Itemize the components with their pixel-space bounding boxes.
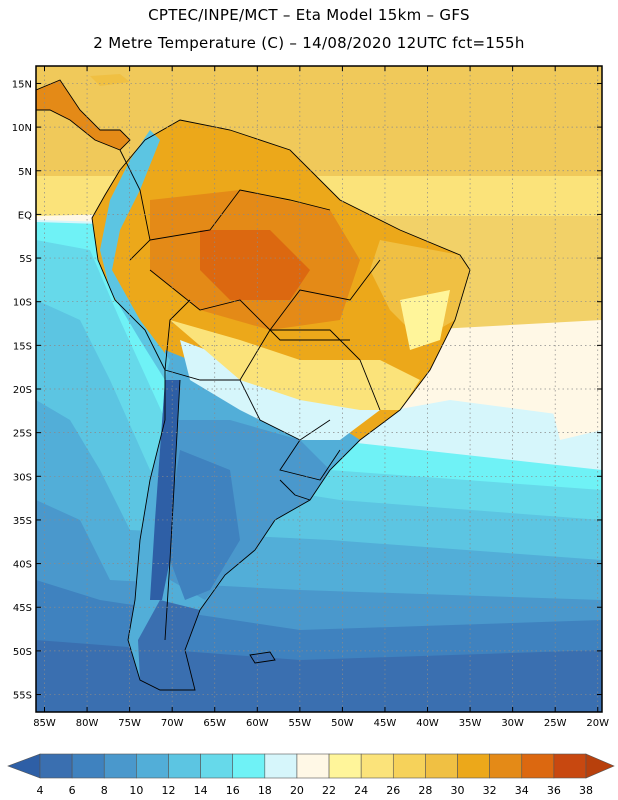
latitude-labels: 15N 10N 5N EQ 5S 10S 15S 20S 25S 30S 35S 40S 45S 50S 5… (12, 79, 32, 701)
colorbar-label: 22 (322, 784, 336, 797)
colorbar-label: 16 (226, 784, 240, 797)
lon-label: 80W (76, 718, 99, 729)
colorbar-swatch (553, 753, 587, 779)
colorbar-label: 26 (386, 784, 400, 797)
lon-label: 25W (544, 718, 567, 729)
lat-label: 40S (13, 560, 32, 571)
colorbar-swatch (521, 753, 555, 779)
coastlines-borders (36, 79, 471, 691)
lon-label: 45W (374, 718, 397, 729)
lon-label: 70W (161, 718, 184, 729)
colorbar-swatch (489, 753, 523, 779)
colorbar-label: 18 (258, 784, 272, 797)
colorbar-swatch (71, 753, 105, 779)
colorbar-swatch (360, 753, 394, 779)
lon-label: 55W (289, 718, 312, 729)
longitude-labels: 85W 80W 75W 70W 65W 60W 55W 50W 45W 40W 35W 30W 25W 2… (33, 718, 609, 729)
lon-label: 50W (331, 718, 354, 729)
lon-label: 75W (118, 718, 141, 729)
colorbar-swatch (457, 753, 490, 779)
axis-ticks (36, 66, 602, 712)
colorbar-label: 20 (290, 784, 304, 797)
colorbar-label: 30 (451, 784, 465, 797)
lon-label: 30W (501, 718, 524, 729)
colorbar-swatch (136, 753, 169, 779)
lon-label: 40W (416, 718, 439, 729)
lat-label: 15N (12, 79, 32, 90)
colorbar-swatch (103, 753, 137, 779)
lon-label: 35W (459, 718, 482, 729)
colorbar-swatch (328, 753, 362, 779)
colorbar-swatch (232, 753, 266, 779)
lat-label: 20S (13, 385, 32, 396)
colorbar-swatch (200, 753, 234, 779)
colorbar-swatch (168, 753, 201, 779)
lat-label: 30S (13, 472, 32, 483)
colorbar-label: 32 (483, 784, 497, 797)
colorbar-label: 10 (129, 784, 143, 797)
colorbar-label: 6 (69, 784, 76, 797)
lat-label: 55S (13, 691, 32, 702)
lat-label: 5N (18, 167, 32, 178)
lat-label: 35S (13, 516, 32, 527)
colorbar-label: 8 (101, 784, 108, 797)
lon-label: 60W (246, 718, 269, 729)
colorbar-label: 12 (161, 784, 175, 797)
colorbar-low-arrow (7, 753, 41, 779)
lat-label: 50S (13, 647, 32, 658)
lat-label: 15S (13, 341, 32, 352)
colorbar-high-arrow (585, 753, 615, 779)
lon-label: 85W (33, 718, 56, 729)
colorbar-swatch (296, 753, 330, 779)
lon-label: 65W (203, 718, 226, 729)
lat-label: 10S (13, 298, 32, 309)
colorbar-label: 14 (194, 784, 208, 797)
colorbar-swatch (392, 753, 426, 779)
colorbar-label: 34 (515, 784, 529, 797)
colorbar-label: 38 (579, 784, 593, 797)
lat-label: 5S (19, 254, 32, 265)
temperature-colorbar: 4 6 8 10 12 14 16 18 20 22 24 26 28 30 32 34 36 38 (7, 753, 615, 797)
lat-label: 45S (13, 603, 32, 614)
colorbar-label: 28 (418, 784, 432, 797)
lat-label: 10N (12, 123, 32, 134)
lat-label: 25S (13, 429, 32, 440)
colorbar-swatch (425, 753, 458, 779)
colorbar-label: 4 (37, 784, 44, 797)
map-subtitle: 2 Metre Temperature (C) – 14/08/2020 12U… (93, 34, 525, 52)
colorbar-label: 36 (547, 784, 561, 797)
map-title: CPTEC/INPE/MCT – Eta Model 15km – GFS (148, 6, 470, 24)
colorbar-swatch (39, 753, 73, 779)
colorbar-swatch (264, 753, 298, 779)
lat-label: EQ (18, 210, 32, 221)
temperature-field (36, 66, 602, 712)
lon-label: 20W (586, 718, 609, 729)
colorbar-label: 24 (354, 784, 368, 797)
